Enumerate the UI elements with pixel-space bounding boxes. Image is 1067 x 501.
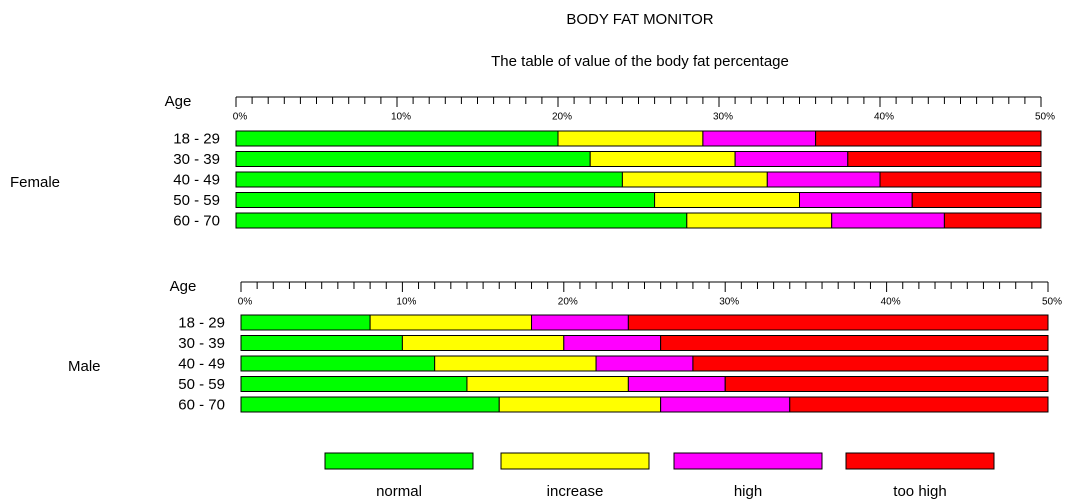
y-tick-label: 50 - 59 xyxy=(178,376,225,393)
y-tick-label: 30 - 39 xyxy=(173,151,220,168)
legend-swatch xyxy=(324,452,474,470)
bar-segment xyxy=(621,171,768,188)
x-tick-label: 50% xyxy=(1035,112,1055,123)
bar-segment xyxy=(240,355,436,372)
y-tick-label: 60 - 70 xyxy=(173,212,220,229)
bar-segment xyxy=(235,171,623,188)
axis-label: Age xyxy=(165,93,192,110)
bar-segment xyxy=(498,396,662,413)
bar-segment xyxy=(235,151,591,167)
bar-segment xyxy=(660,335,1049,351)
bar-segment xyxy=(702,130,817,147)
bar-segment xyxy=(660,396,791,413)
bar-segment xyxy=(240,335,403,351)
bar-segment xyxy=(235,212,688,229)
bar-segment xyxy=(589,151,736,167)
x-tick-label: 10% xyxy=(391,112,411,123)
bar-segment xyxy=(654,192,800,208)
bar-segment xyxy=(627,376,726,392)
x-tick-label: 40% xyxy=(881,297,901,308)
bar-segment xyxy=(434,355,597,372)
legend-label: increase xyxy=(547,483,604,500)
bar-segment xyxy=(235,130,559,147)
legend-swatch xyxy=(673,452,823,470)
x-tick-label: 30% xyxy=(719,297,739,308)
bar-segment xyxy=(911,192,1042,208)
bar-segment xyxy=(369,314,533,331)
bar-segment xyxy=(401,335,565,351)
bar-segment xyxy=(799,192,913,208)
y-tick-label: 50 - 59 xyxy=(173,192,220,209)
bar-segment xyxy=(766,171,881,188)
bar-segment xyxy=(240,314,371,331)
bar-segment xyxy=(531,314,629,331)
bar-segment xyxy=(240,396,500,413)
x-tick-label: 0% xyxy=(233,112,248,123)
x-tick-label: 50% xyxy=(1042,297,1062,308)
bar-segment xyxy=(240,376,468,392)
legend-swatch xyxy=(500,452,650,470)
bar-segment xyxy=(557,130,704,147)
x-tick-label: 20% xyxy=(558,297,578,308)
x-tick-label: 10% xyxy=(396,297,416,308)
bar-segment xyxy=(724,376,1049,392)
legend-swatch xyxy=(845,452,995,470)
x-tick-label: 0% xyxy=(238,297,253,308)
legend-label: too high xyxy=(893,483,946,500)
y-tick-label: 18 - 29 xyxy=(173,130,220,147)
bar-segment xyxy=(831,212,945,229)
y-tick-label: 30 - 39 xyxy=(178,335,225,352)
x-tick-label: 20% xyxy=(552,112,572,123)
legend-label: high xyxy=(734,483,762,500)
bar-segment xyxy=(235,192,656,208)
bar-segment xyxy=(686,212,833,229)
y-tick-label: 40 - 49 xyxy=(173,171,220,188)
bar-segment xyxy=(595,355,694,372)
bar-segment xyxy=(563,335,662,351)
y-tick-label: 60 - 70 xyxy=(178,396,225,413)
bar-segment xyxy=(879,171,1042,188)
group-label: Male xyxy=(68,358,101,375)
chart-title: BODY FAT MONITOR xyxy=(566,11,713,28)
bar-segment xyxy=(734,151,849,167)
legend-label: normal xyxy=(376,483,422,500)
bar-segment xyxy=(627,314,1049,331)
bar-segment xyxy=(692,355,1049,372)
x-tick-label: 30% xyxy=(713,112,733,123)
axis-label: Age xyxy=(170,278,197,295)
chart-subtitle: The table of value of the body fat perce… xyxy=(491,53,789,70)
group-label: Female xyxy=(10,174,60,191)
y-tick-label: 40 - 49 xyxy=(178,355,225,372)
bar-segment xyxy=(466,376,629,392)
bar-segment xyxy=(943,212,1042,229)
bar-segment xyxy=(815,130,1042,147)
bar-segment xyxy=(789,396,1049,413)
y-tick-label: 18 - 29 xyxy=(178,314,225,331)
x-tick-label: 40% xyxy=(874,112,894,123)
bar-segment xyxy=(847,151,1042,167)
